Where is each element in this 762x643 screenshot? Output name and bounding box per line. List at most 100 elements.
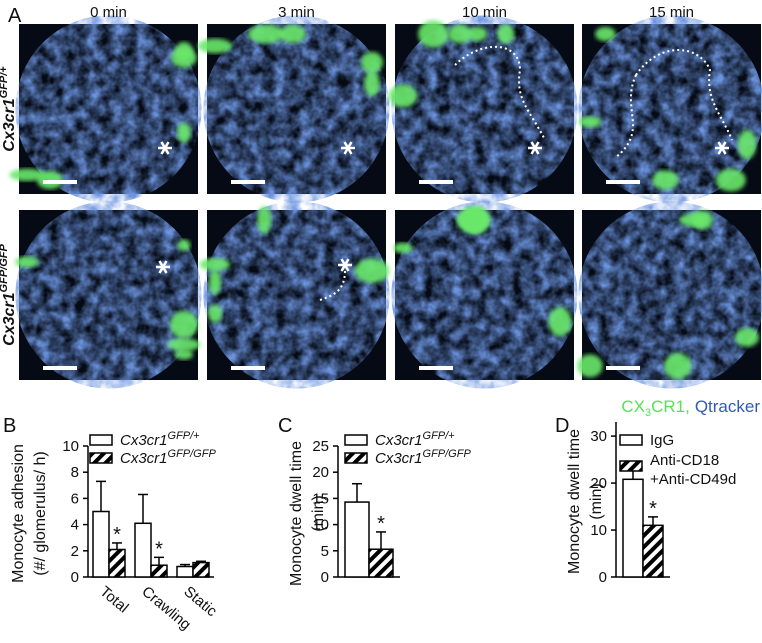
legend-label-line: Anti-CD18 <box>650 452 719 469</box>
y-tick-label: 25 <box>312 438 329 455</box>
track-path <box>319 269 346 301</box>
time-label: 15 min <box>649 4 694 21</box>
row-label-base: Cx3cr1 <box>1 292 18 345</box>
gfp-cell <box>468 26 487 42</box>
y-tick-label: 0 <box>599 569 607 586</box>
glomerulus <box>578 15 762 203</box>
panel-label: D <box>555 415 569 437</box>
gfp-cell <box>167 338 201 352</box>
legend-label-sup: GFP/+ <box>423 430 456 442</box>
gfp-cell <box>354 258 390 283</box>
bar <box>622 478 644 578</box>
legend-green-sub: 3 <box>645 407 651 419</box>
row-label-sup: GFP/GFP <box>0 244 10 293</box>
gfp-cell <box>257 206 272 234</box>
asterisk <box>340 258 350 272</box>
gfp-cell <box>177 239 191 252</box>
y-tick-label: 10 <box>590 522 607 539</box>
glomerulus <box>203 201 390 389</box>
legend-label-line: +Anti-CD49d <box>650 471 736 488</box>
channel-legend: CX3CR1, Qtracker <box>621 397 760 419</box>
y-tick-label: 10 <box>62 438 79 455</box>
gfp-cell <box>15 256 39 268</box>
asterisk <box>717 141 727 155</box>
gfp-cell <box>548 307 572 337</box>
asterisk <box>160 141 170 155</box>
gfp-cell <box>715 168 746 192</box>
gfp-cell <box>364 70 380 97</box>
row-label: Cx3cr1GFP/+ <box>0 66 18 152</box>
significance-mark: * <box>155 538 163 560</box>
legend-swatch <box>89 452 113 464</box>
bar <box>134 522 152 578</box>
panel-label: B <box>3 415 16 437</box>
y-tick-label: 5 <box>321 543 329 560</box>
gfp-cell <box>208 269 222 295</box>
scale-bar <box>606 180 640 184</box>
gfp-cell <box>199 258 231 271</box>
y-tick-label: 10 <box>312 517 329 534</box>
y-axis-label-line: (min) <box>588 483 605 519</box>
legend-swatch <box>344 434 368 446</box>
scale-bar <box>419 180 453 184</box>
y-tick-label: 20 <box>590 475 607 492</box>
gfp-cell <box>393 242 413 254</box>
bar <box>92 510 110 578</box>
gfp-cell <box>497 24 515 44</box>
gfp-cell <box>170 310 198 339</box>
micrograph <box>199 201 390 389</box>
legend-label-sup: GFP/GFP <box>423 448 472 460</box>
glomerulus <box>203 15 390 203</box>
legend-label: Cx3cr1GFP/GFP <box>120 448 216 467</box>
legend-blue: Qtracker <box>695 397 761 416</box>
gfp-cell <box>207 304 223 323</box>
legend-swatch <box>619 434 643 446</box>
y-tick-label: 0 <box>71 569 79 586</box>
legend-swatch <box>344 452 368 464</box>
micrograph <box>578 15 762 203</box>
scale-bar <box>606 366 640 370</box>
gfp-cell <box>448 24 473 44</box>
glomerulus <box>391 201 578 389</box>
y-axis-label: Monocyte dwell time (min) <box>288 441 327 586</box>
scale-bar <box>419 366 453 370</box>
micrograph <box>388 15 578 203</box>
y-axis-label-line: Monocyte dwell time <box>566 429 583 574</box>
scale-bar <box>231 180 265 184</box>
gfp-cell <box>664 352 692 380</box>
glomerulus <box>15 15 202 203</box>
y-axis-label-line: Monocyte dwell time <box>288 441 305 586</box>
glomerulus <box>15 201 202 389</box>
legend-label: Cx3cr1GFP/GFP <box>375 448 471 467</box>
y-tick-label: 20 <box>312 464 329 481</box>
legend-label-sup: GFP/GFP <box>168 448 217 460</box>
y-axis-label-line: (min) <box>310 495 327 531</box>
y-tick-label: 6 <box>71 490 79 507</box>
asterisk <box>343 141 353 155</box>
y-axis-label-line: Monocyte adhesion <box>10 444 27 583</box>
time-label: 3 min <box>278 4 315 21</box>
gfp-cell <box>360 51 384 73</box>
legend-label: Cx3cr1GFP/+ <box>120 430 200 449</box>
significance-mark: * <box>649 498 657 520</box>
gfp-cell <box>734 327 760 347</box>
micrograph <box>9 15 202 203</box>
bar <box>344 501 370 578</box>
gfp-cell <box>9 168 45 182</box>
bar <box>192 561 210 578</box>
gfp-cell <box>737 130 757 160</box>
track-path <box>614 49 733 159</box>
asterisk <box>158 260 168 274</box>
gfp-cell <box>458 207 488 233</box>
significance-mark: * <box>377 513 385 535</box>
legend-label-sup: GFP/+ <box>168 430 201 442</box>
gfp-cell <box>177 122 191 143</box>
asterisk <box>530 141 540 155</box>
micrograph <box>577 201 762 389</box>
legend-green: CX <box>621 397 645 416</box>
time-label: 0 min <box>90 4 127 21</box>
legend-label: Anti-CD18 +Anti-CD49d <box>650 452 736 488</box>
significance-mark: * <box>113 524 121 546</box>
y-tick-label: 30 <box>590 428 607 445</box>
